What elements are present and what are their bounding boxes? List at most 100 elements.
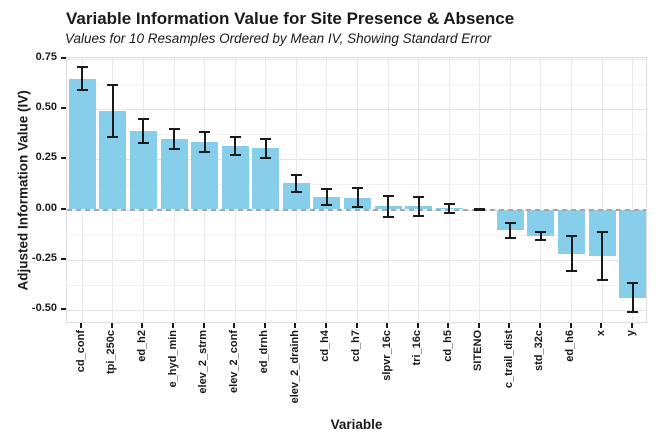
- x-tick-label: x: [594, 330, 607, 337]
- x-tick-mark: [202, 323, 205, 328]
- error-bar: [509, 222, 512, 238]
- error-bar-cap-top: [137, 118, 149, 121]
- bar: [221, 146, 249, 210]
- error-bar-cap-top: [566, 235, 578, 238]
- error-bar-cap-bottom: [535, 239, 547, 242]
- error-bar-cap-top: [260, 137, 272, 140]
- x-tick-mark: [263, 323, 266, 328]
- gridline-h-major: [67, 159, 646, 161]
- x-tick-mark: [80, 323, 83, 328]
- gridline-v: [418, 58, 420, 322]
- error-bar-cap-top: [229, 135, 241, 138]
- error-bar-cap-top: [382, 195, 394, 198]
- y-tick-mark: [61, 56, 66, 59]
- error-bar-cap-bottom: [260, 156, 272, 159]
- x-tick-label: std_32c: [533, 330, 546, 371]
- x-tick-label: ed_h6: [564, 330, 577, 362]
- error-bar: [325, 189, 328, 205]
- gridline-h-minor: [67, 234, 646, 236]
- error-bar-cap-top: [76, 66, 88, 69]
- bar: [68, 78, 96, 210]
- error-bar-cap-top: [596, 231, 608, 233]
- error-bar-cap-bottom: [474, 209, 486, 212]
- y-tick-label: 0.50: [35, 101, 57, 113]
- gridline-v: [509, 58, 511, 322]
- plot-panel: [66, 57, 647, 323]
- zero-line: [67, 208, 646, 211]
- x-tick-label: tpi_250c: [105, 330, 118, 375]
- gridline-h-minor: [67, 83, 646, 85]
- gridline-h-minor: [67, 134, 646, 136]
- x-tick-mark: [508, 323, 511, 328]
- x-tick-mark: [569, 323, 572, 328]
- x-tick-label: cd_conf: [74, 330, 87, 373]
- x-tick-label: cd_h7: [350, 330, 362, 362]
- bar: [160, 139, 188, 210]
- error-bar: [539, 232, 542, 241]
- gridline-v: [540, 58, 542, 322]
- error-bar-cap-bottom: [199, 151, 211, 154]
- error-bar: [81, 67, 84, 91]
- error-bar-cap-bottom: [566, 270, 578, 272]
- error-bar-cap-bottom: [321, 203, 333, 206]
- y-tick-mark: [61, 107, 66, 109]
- x-tick-mark: [110, 323, 113, 328]
- y-tick-mark: [61, 207, 66, 210]
- x-tick-mark: [172, 323, 175, 328]
- error-bar-cap-top: [168, 128, 180, 131]
- gridline-v: [571, 58, 573, 322]
- x-tick-label: SITENO: [472, 330, 485, 371]
- y-tick-label: -0.50: [31, 302, 57, 314]
- error-bar-cap-bottom: [352, 206, 363, 209]
- x-tick-mark: [386, 323, 389, 328]
- error-bar-cap-top: [535, 231, 547, 233]
- error-bar: [295, 174, 298, 192]
- x-tick-mark: [141, 323, 144, 328]
- y-tick-mark: [61, 257, 66, 260]
- y-tick-label: 0.25: [35, 151, 57, 164]
- error-bar-cap-bottom: [382, 215, 394, 218]
- x-tick-mark: [538, 323, 541, 328]
- error-bar: [448, 203, 451, 213]
- error-bar: [570, 236, 573, 271]
- x-tick-label: cd_h5: [441, 330, 454, 362]
- error-bar: [173, 129, 176, 150]
- x-tick-mark: [447, 323, 450, 328]
- error-bar-cap-top: [627, 282, 639, 285]
- chart-subtitle: Values for 10 Resamples Ordered by Mean …: [65, 31, 492, 46]
- error-bar: [631, 283, 634, 313]
- bar: [496, 209, 524, 231]
- y-tick-label: -0.25: [31, 251, 57, 264]
- x-axis-title: Variable: [330, 417, 383, 432]
- x-tick-mark: [477, 323, 480, 328]
- x-tick-mark: [324, 323, 327, 328]
- chart-title: Variable Information Value for Site Pres…: [66, 9, 515, 28]
- error-bar-cap-top: [352, 187, 363, 190]
- error-bar-cap-top: [290, 173, 302, 176]
- error-bar-cap-bottom: [290, 190, 302, 193]
- error-bar-cap-bottom: [229, 154, 241, 157]
- error-bar-cap-top: [107, 83, 119, 86]
- error-bar: [203, 132, 206, 153]
- x-tick-mark: [233, 323, 236, 328]
- error-bar-cap-bottom: [504, 236, 516, 239]
- x-tick-label: cd_h4: [319, 330, 332, 362]
- error-bar: [142, 119, 145, 143]
- x-tick-label: c_trail_dist: [502, 330, 515, 389]
- error-bar: [264, 138, 267, 158]
- gridline-v: [601, 58, 603, 322]
- y-tick-mark: [61, 157, 66, 160]
- x-tick-label: elev_2_conf: [227, 330, 240, 393]
- error-bar-cap-top: [443, 202, 455, 205]
- y-tick-label: 0.00: [35, 201, 57, 214]
- error-bar-cap-bottom: [107, 136, 119, 139]
- y-tick-label: 0.75: [35, 50, 57, 63]
- error-bar-cap-top: [199, 131, 211, 134]
- error-bar-cap-bottom: [137, 141, 149, 144]
- error-bar: [387, 196, 390, 217]
- x-tick-mark: [355, 323, 358, 328]
- error-bar-cap-bottom: [596, 279, 608, 282]
- gridline-h-major: [67, 259, 646, 261]
- error-bar: [417, 197, 420, 216]
